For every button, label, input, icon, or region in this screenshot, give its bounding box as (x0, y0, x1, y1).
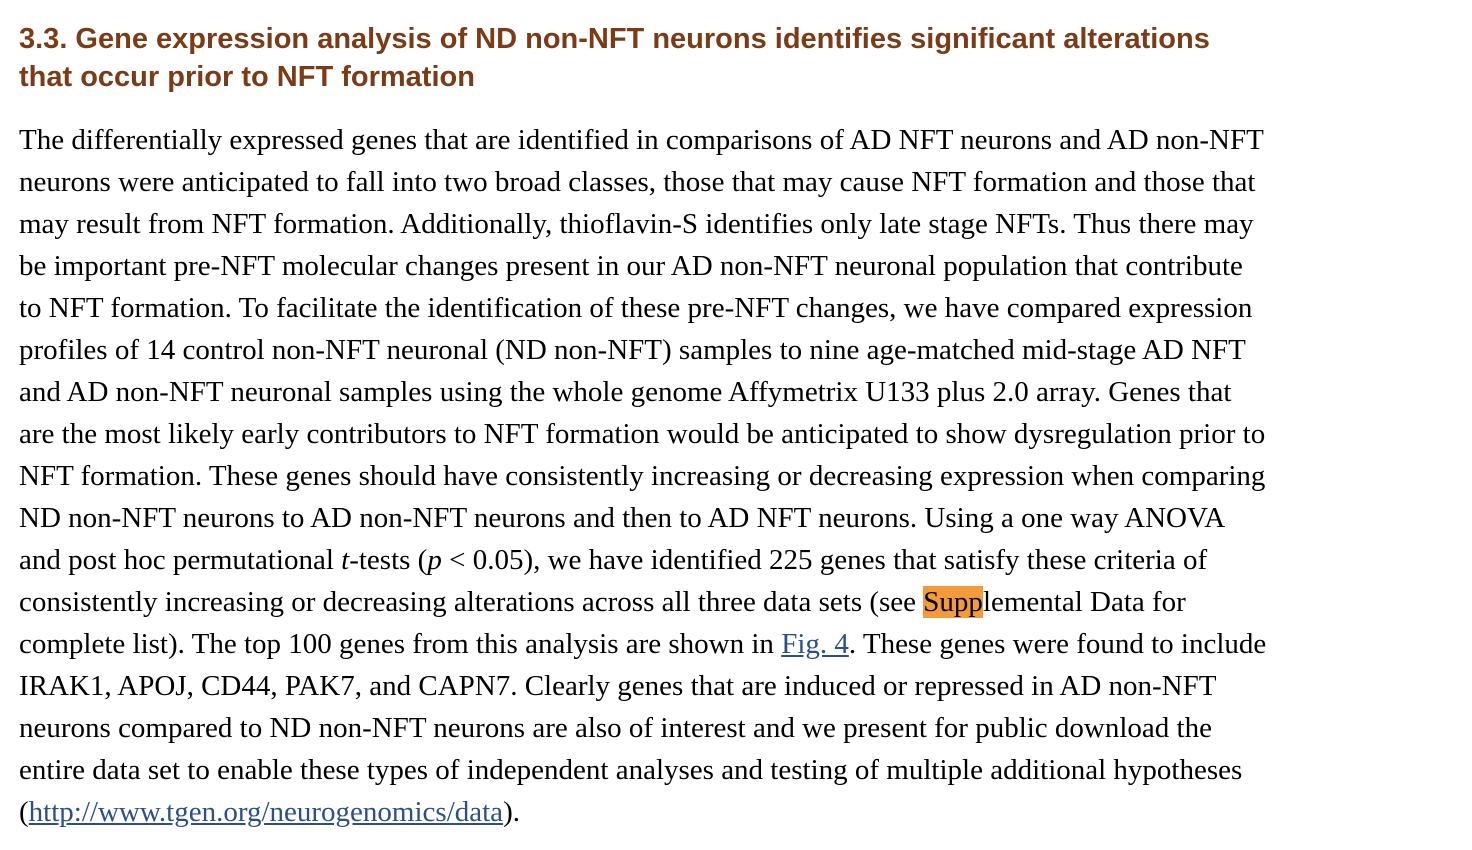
paragraph-line: entire data set to enable these types of… (19, 754, 1243, 786)
paragraph-line: neurons were anticipated to fall into tw… (19, 166, 1256, 198)
figure-4-link[interactable]: Fig. 4 (781, 628, 849, 660)
paragraph-line: to NFT formation. To facilitate the iden… (19, 292, 1253, 324)
text-run: complete list). The top 100 genes from t… (19, 628, 782, 660)
data-download-link[interactable]: http://www.tgen.org/neurogenomics/data (28, 796, 504, 828)
text-run: and post hoc permutational (19, 544, 342, 576)
paragraph-line: and post hoc permutational t-tests (p < … (19, 539, 1439, 581)
paragraph-line: neurons compared to ND non-NFT neurons a… (19, 712, 1212, 744)
text-run: lemental Data for (982, 586, 1186, 618)
paragraph-line: be important pre-NFT molecular changes p… (19, 250, 1243, 282)
paragraph-line: may result from NFT formation. Additiona… (19, 208, 1254, 240)
paragraph-line: (http://www.tgen.org/neurogenomics/data)… (19, 791, 1439, 833)
search-highlight: Supp (923, 586, 983, 618)
paragraph-line: profiles of 14 control non-NFT neuronal … (19, 334, 1246, 366)
paragraph-line: IRAK1, APOJ, CD44, PAK7, and CAPN7. Clea… (19, 670, 1217, 702)
text-run: . These genes were found to include (848, 628, 1267, 660)
text-run: < 0.05), we have identified 225 genes th… (441, 544, 1208, 576)
text-run: ( (19, 796, 29, 828)
section-heading-line: that occur prior to NFT formation (19, 61, 475, 93)
p-value-symbol: p (427, 544, 442, 576)
body-paragraph: The differentially expressed genes that … (19, 119, 1439, 833)
paragraph-line: consistently increasing or decreasing al… (19, 581, 1439, 623)
text-run: consistently increasing or decreasing al… (19, 586, 924, 618)
section-heading-line: 3.3. Gene expression analysis of ND non-… (19, 23, 1210, 55)
t-test-symbol: t (341, 544, 350, 576)
paragraph-line: The differentially expressed genes that … (19, 124, 1264, 156)
paragraph-line: NFT formation. These genes should have c… (19, 460, 1266, 492)
paragraph-line: and AD non-NFT neuronal samples using th… (19, 376, 1232, 408)
text-run: ). (503, 796, 520, 828)
text-run: -tests ( (349, 544, 428, 576)
paragraph-line: are the most likely early contributors t… (19, 418, 1266, 450)
section-heading: 3.3. Gene expression analysis of ND non-… (19, 20, 1419, 96)
paragraph-line: ND non-NFT neurons to AD non-NFT neurons… (19, 502, 1226, 534)
paragraph-line: complete list). The top 100 genes from t… (19, 623, 1439, 665)
